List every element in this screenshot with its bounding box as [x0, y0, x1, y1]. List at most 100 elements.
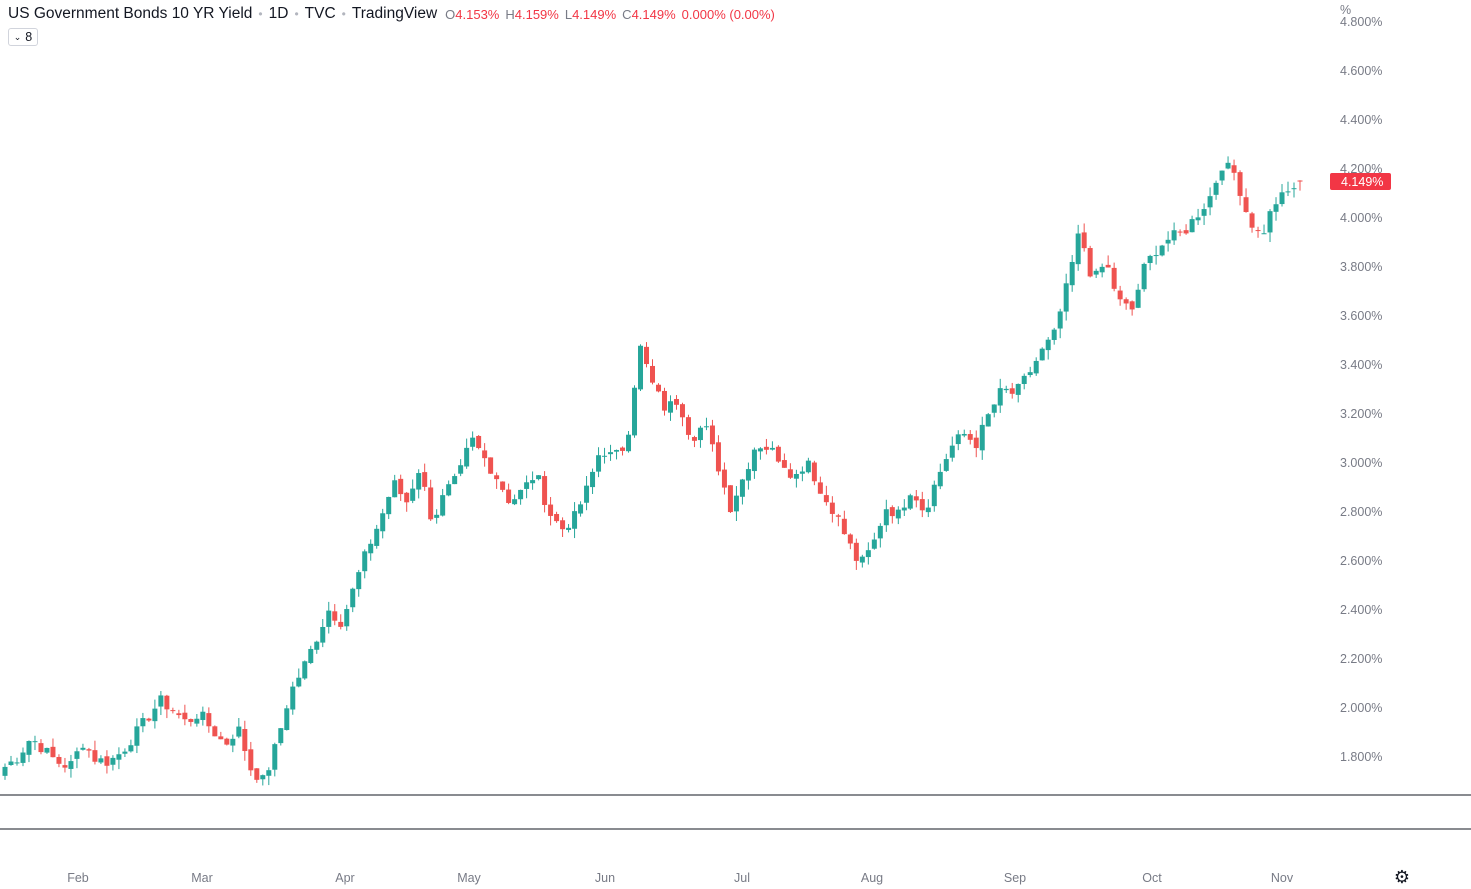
- candle-body: [506, 489, 512, 503]
- candle-body: [380, 513, 386, 532]
- candle: [416, 469, 422, 499]
- candle-body: [1279, 192, 1285, 205]
- candle: [1207, 187, 1213, 216]
- candle: [1027, 366, 1033, 378]
- candle: [1201, 203, 1207, 225]
- candle-body: [350, 588, 356, 608]
- candle-body: [272, 744, 278, 770]
- candle: [685, 414, 691, 440]
- candle: [979, 416, 985, 460]
- candle-body: [925, 507, 931, 513]
- candle: [104, 750, 110, 774]
- candle: [1249, 211, 1255, 233]
- candle: [1219, 170, 1225, 185]
- chart-legend: US Government Bonds 10 YR Yield • 1D • T…: [8, 3, 775, 25]
- candle-body: [817, 482, 823, 494]
- price-axis[interactable]: 4.800% 4.600% 4.400% 4.200% 4.000% 3.800% 3.60…: [1340, 15, 1382, 764]
- candle-body: [811, 462, 817, 482]
- candle: [194, 714, 200, 727]
- candle: [1075, 224, 1081, 271]
- candle: [697, 425, 703, 448]
- candle: [134, 718, 140, 754]
- candle: [62, 757, 68, 773]
- candle: [943, 453, 949, 472]
- candle: [26, 740, 32, 763]
- x-month-label: Sep: [1004, 871, 1026, 885]
- candle: [650, 359, 655, 385]
- candle: [679, 402, 685, 427]
- candle-body: [650, 365, 655, 383]
- candle-body: [74, 751, 80, 759]
- candle-body: [913, 496, 919, 501]
- candle-body: [1207, 196, 1213, 208]
- x-month-label: Feb: [67, 871, 89, 885]
- candle: [530, 471, 536, 490]
- candle: [691, 435, 697, 448]
- candle-body: [685, 417, 691, 435]
- candle: [715, 435, 721, 476]
- candle: [506, 483, 512, 505]
- candle: [895, 506, 901, 525]
- candle: [224, 737, 230, 746]
- candle-body: [56, 756, 62, 764]
- candle-body: [188, 719, 194, 722]
- y-tick-label: 4.800%: [1340, 15, 1382, 29]
- candle-body: [290, 686, 296, 710]
- candle: [841, 510, 847, 535]
- candle: [242, 720, 248, 761]
- candle: [236, 718, 242, 739]
- candle: [1021, 373, 1027, 390]
- candle: [1297, 180, 1303, 191]
- candle: [727, 485, 733, 513]
- high-value: 4.159%: [514, 6, 559, 22]
- interval-label[interactable]: 1D: [268, 5, 289, 22]
- candle-body: [458, 465, 464, 474]
- y-tick-label: 3.800%: [1340, 260, 1382, 274]
- candle-body: [20, 752, 26, 763]
- candle-body: [1261, 233, 1267, 235]
- candle-body: [895, 509, 901, 519]
- candle-body: [578, 504, 584, 514]
- candle-body: [799, 471, 805, 474]
- gear-icon[interactable]: ⚙: [1393, 867, 1411, 887]
- candle-body: [949, 445, 955, 458]
- candle-body: [104, 756, 110, 766]
- candle: [1111, 262, 1117, 292]
- candle-body: [931, 484, 937, 507]
- candle: [296, 668, 302, 688]
- indicators-toggle-button[interactable]: ⌄ 8: [8, 28, 38, 46]
- candle-body: [973, 437, 979, 449]
- candle-body: [1123, 299, 1129, 304]
- candle: [200, 706, 206, 726]
- candle-body: [158, 695, 164, 707]
- candle-body: [1087, 248, 1093, 277]
- candle: [608, 444, 614, 461]
- candle: [823, 485, 829, 506]
- candle-body: [1129, 301, 1135, 310]
- candle: [763, 438, 769, 455]
- y-unit-label: %: [1340, 3, 1351, 17]
- candle-body: [566, 527, 572, 530]
- candle: [170, 707, 176, 714]
- time-axis[interactable]: Feb Mar Apr May Jun Jul Aug Sep Oct Nov: [67, 871, 1294, 885]
- candle-body: [338, 621, 344, 627]
- candle: [128, 739, 134, 753]
- y-tick-label: 2.800%: [1340, 505, 1382, 519]
- candle-body: [50, 746, 56, 758]
- candle: [56, 754, 62, 768]
- candle: [811, 460, 817, 486]
- candle: [398, 474, 404, 501]
- candle: [248, 741, 254, 776]
- candle: [308, 645, 314, 665]
- candle-body: [194, 718, 200, 724]
- candle: [284, 705, 290, 731]
- candle-body: [146, 718, 152, 721]
- y-tick-label: 2.200%: [1340, 652, 1382, 666]
- candle: [542, 471, 548, 513]
- candle: [380, 508, 386, 539]
- candle-body: [176, 713, 182, 716]
- symbol-title[interactable]: US Government Bonds 10 YR Yield: [8, 5, 253, 22]
- candle: [1033, 357, 1039, 376]
- candle: [1261, 224, 1267, 235]
